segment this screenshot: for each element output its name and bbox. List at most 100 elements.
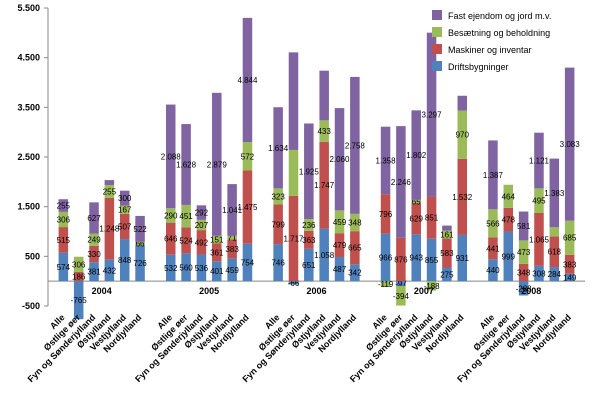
data-label: 149	[563, 273, 577, 282]
data-label: 167	[118, 206, 132, 215]
data-label: 249	[87, 236, 101, 245]
data-label: 473	[517, 248, 531, 257]
bar-segment	[319, 71, 329, 121]
data-label: 464	[502, 192, 516, 201]
data-label: 383	[225, 245, 239, 254]
data-label: 851	[425, 214, 439, 223]
chart-svg: -5005001.5002.5003.5004.5005.50057451530…	[0, 0, 600, 406]
data-label: 799	[271, 220, 285, 229]
year-label: 2005	[199, 286, 219, 296]
data-label: 1.925	[299, 167, 320, 176]
legend-swatch	[432, 44, 442, 54]
legend-swatch	[432, 10, 442, 20]
data-label: 522	[133, 225, 147, 234]
data-label: 536	[195, 264, 209, 273]
data-label: 1.358	[376, 156, 397, 165]
legend-label: Fast ejendom og jord m.v.	[448, 11, 551, 21]
data-label: 479	[333, 241, 347, 250]
data-label: 1.248	[99, 225, 120, 234]
y-tick-label: -500	[22, 301, 40, 311]
data-label: 1.802	[406, 151, 427, 160]
data-label: 161	[440, 231, 454, 240]
bar-segment	[458, 96, 468, 111]
bar-segment	[105, 180, 115, 185]
data-label: 855	[425, 256, 439, 265]
data-label: 1.717	[283, 235, 304, 244]
data-label: 363	[302, 236, 316, 245]
data-label: 524	[179, 236, 193, 245]
y-tick-label: 500	[25, 251, 40, 261]
data-label: 627	[87, 214, 101, 223]
bar-segment	[289, 52, 299, 150]
data-label: 323	[271, 192, 285, 201]
data-label: 459	[333, 218, 347, 227]
data-label: -765	[71, 296, 88, 305]
data-label: 3.083	[560, 140, 581, 149]
data-label: 306	[57, 215, 71, 224]
bar-segment	[550, 227, 560, 236]
data-label: 451	[179, 212, 193, 221]
data-label: 186	[72, 273, 86, 282]
legend-label: Driftsbygninger	[448, 62, 509, 72]
data-label: 665	[348, 244, 362, 253]
year-label: 2007	[414, 286, 434, 296]
data-label: 401	[210, 267, 224, 276]
legend-swatch	[432, 27, 442, 37]
y-tick-label: 4.500	[17, 53, 40, 63]
data-label: 1.387	[483, 171, 504, 180]
data-label: 685	[563, 234, 577, 243]
legend-label: Maskiner og inventar	[448, 45, 532, 55]
data-label: 1.058	[314, 251, 335, 260]
data-label: 646	[164, 235, 178, 244]
data-label: 255	[57, 202, 71, 211]
data-label: 1.475	[237, 203, 258, 212]
data-label: 330	[87, 250, 101, 259]
data-label: 651	[302, 261, 316, 270]
data-label: 583	[440, 249, 454, 258]
data-label: 970	[456, 131, 470, 140]
legend-swatch	[432, 61, 442, 71]
data-label: 383	[563, 260, 577, 269]
data-label: 574	[57, 263, 71, 272]
data-label: 151	[210, 236, 224, 245]
data-label: 236	[302, 221, 316, 230]
data-label: 487	[333, 265, 347, 274]
data-label: 2.246	[391, 178, 412, 187]
data-label: 255	[103, 187, 117, 196]
data-label: 207	[195, 221, 209, 230]
data-label: 459	[225, 266, 239, 275]
data-label: 796	[379, 210, 393, 219]
data-label: 492	[195, 238, 209, 247]
data-label: -394	[393, 292, 410, 301]
data-label: 348	[348, 219, 362, 228]
data-label: 1.065	[529, 235, 550, 244]
data-label: 381	[87, 268, 101, 277]
data-label: 618	[548, 248, 562, 257]
data-label: 432	[103, 266, 117, 275]
data-label: 2.060	[329, 155, 350, 164]
y-tick-label: 5.500	[17, 3, 40, 13]
data-label: 440	[486, 266, 500, 275]
data-label: 2.879	[207, 160, 228, 169]
year-label: 2004	[92, 286, 112, 296]
data-label: 966	[379, 253, 393, 262]
data-label: 1.383	[544, 189, 565, 198]
data-label: 1.628	[176, 160, 197, 169]
chart: -500 500 1.500 2.500 3.500 4.500 5.500 574 515 30…	[0, 0, 600, 406]
data-label: 848	[118, 256, 132, 265]
y-tick-label: 3.500	[17, 102, 40, 112]
data-label: 284	[548, 270, 562, 279]
y-tick-label: 1.500	[17, 202, 40, 212]
data-label: 361	[210, 248, 224, 257]
data-label: 943	[410, 254, 424, 263]
data-label: 876	[394, 255, 408, 264]
data-label: 478	[502, 216, 516, 225]
bar-segment	[289, 150, 299, 196]
data-label: 754	[241, 258, 255, 267]
data-label: 560	[179, 263, 193, 272]
data-label: 532	[164, 264, 178, 273]
data-label: 348	[517, 269, 531, 278]
data-label: 999	[502, 252, 516, 261]
data-label: 1.634	[268, 144, 289, 153]
data-label: 433	[317, 127, 331, 136]
